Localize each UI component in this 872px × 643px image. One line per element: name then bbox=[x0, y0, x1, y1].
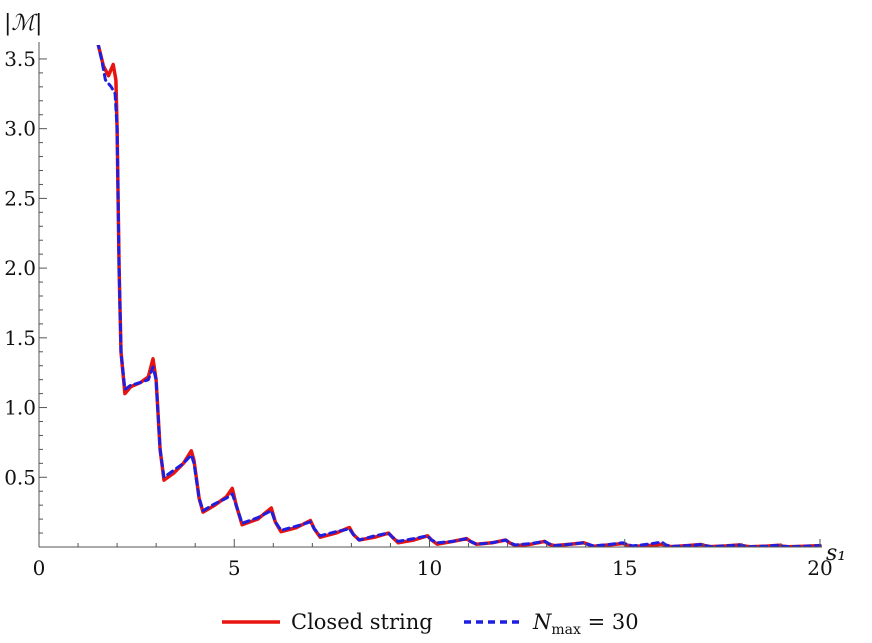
y-axis-title: |ℳ| bbox=[4, 11, 42, 36]
x-tick-label: 0 bbox=[33, 556, 46, 580]
x-tick-label: 5 bbox=[228, 556, 241, 580]
legend-label-closed-string: Closed string bbox=[291, 610, 433, 634]
x-axis-title: s₁ bbox=[826, 541, 846, 566]
y-tick-label: 2.5 bbox=[4, 186, 36, 210]
x-tick-label: 15 bbox=[612, 556, 637, 580]
legend-nmax-symbol: N bbox=[532, 610, 552, 634]
y-tick-label: 2.0 bbox=[4, 256, 36, 280]
legend: Closed string Nmax = 30 bbox=[222, 610, 639, 638]
plot-area bbox=[96, 45, 822, 547]
y-tick-label: 1.5 bbox=[4, 326, 36, 350]
axes: |ℳ| s₁ 0 5 10 15 20 0.5 1.0 1.5 2.0 2.5 3.0 3.5 bbox=[4, 11, 846, 580]
y-tick-label: 0.5 bbox=[4, 465, 36, 489]
x-tick-label: 20 bbox=[807, 556, 832, 580]
y-tick-label: 3.5 bbox=[4, 47, 36, 71]
legend-label-nmax: Nmax = 30 bbox=[532, 610, 639, 638]
legend-nmax-subscript: max bbox=[551, 622, 581, 638]
x-tick-label: 10 bbox=[417, 556, 442, 580]
series-line-nmax bbox=[96, 45, 822, 547]
y-tick-label: 3.0 bbox=[4, 117, 36, 141]
legend-nmax-rest: = 30 bbox=[581, 610, 639, 634]
series-line-closed-string bbox=[96, 45, 822, 547]
y-tick-label: 1.0 bbox=[4, 396, 36, 420]
